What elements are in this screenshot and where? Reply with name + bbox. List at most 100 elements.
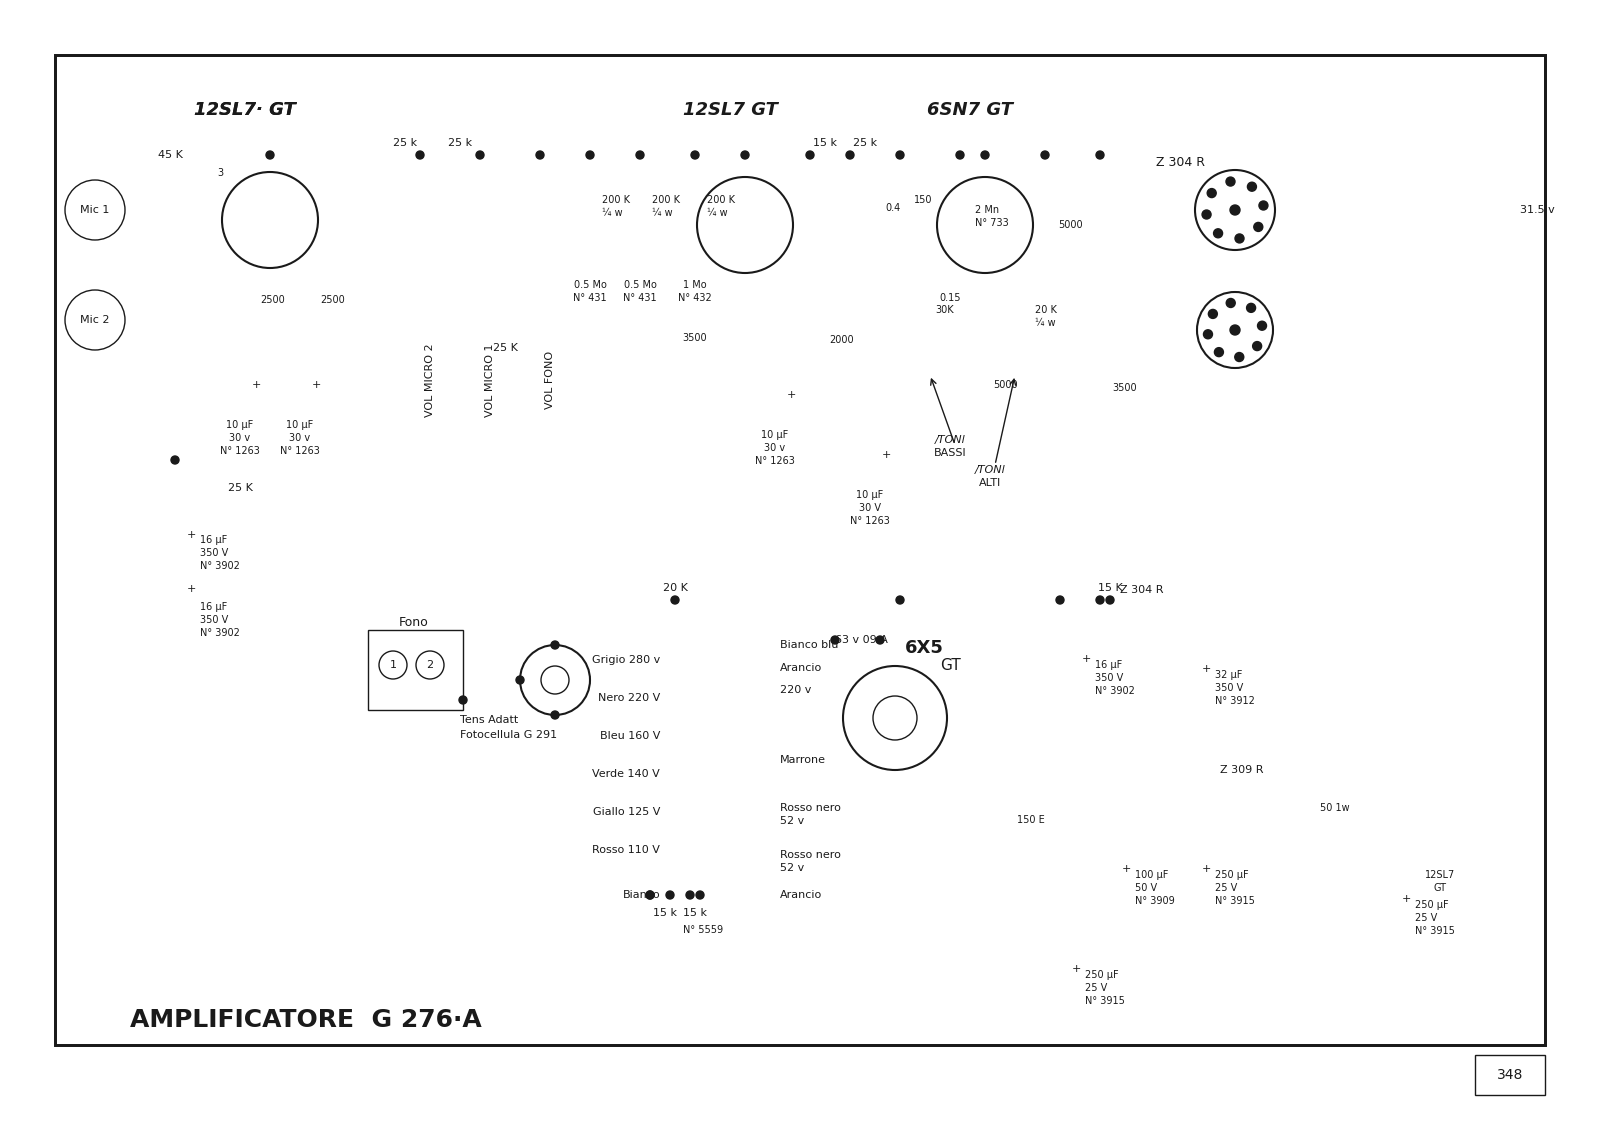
Text: ¼ w: ¼ w <box>653 208 672 218</box>
Text: 12SL7· GT: 12SL7· GT <box>194 101 296 119</box>
Text: BASSl: BASSl <box>934 448 966 458</box>
Text: 350 V: 350 V <box>200 615 229 625</box>
Text: Arancio: Arancio <box>781 890 822 900</box>
Text: N° 1263: N° 1263 <box>755 456 795 466</box>
Circle shape <box>646 891 654 899</box>
Text: 10 µF: 10 µF <box>856 490 883 500</box>
Text: 10 µF: 10 µF <box>762 430 789 440</box>
Text: N° 431: N° 431 <box>622 293 658 303</box>
Text: 45 K: 45 K <box>157 150 182 159</box>
Text: 25 V: 25 V <box>1414 913 1437 923</box>
Circle shape <box>1246 303 1256 312</box>
Circle shape <box>1042 152 1050 159</box>
Text: Grigio 280 v: Grigio 280 v <box>592 655 661 665</box>
Text: +: + <box>1122 864 1131 874</box>
Text: 1: 1 <box>389 661 397 670</box>
Circle shape <box>1213 228 1222 238</box>
Text: 3500: 3500 <box>683 333 707 343</box>
Text: +: + <box>1202 864 1211 874</box>
Text: 16 µF: 16 µF <box>200 602 227 612</box>
Text: 200 K: 200 K <box>653 195 680 205</box>
Text: N° 1263: N° 1263 <box>280 446 320 456</box>
Circle shape <box>536 152 544 159</box>
Circle shape <box>877 636 883 644</box>
Text: 30 v: 30 v <box>290 433 310 443</box>
Circle shape <box>646 891 654 899</box>
Text: Tens Adatt: Tens Adatt <box>461 715 518 725</box>
Text: Rosso nero: Rosso nero <box>781 803 842 813</box>
Text: 2000: 2000 <box>829 335 854 345</box>
Circle shape <box>1230 325 1240 335</box>
Text: N° 3909: N° 3909 <box>1134 896 1174 906</box>
Text: N° 3902: N° 3902 <box>200 561 240 571</box>
Text: 6SN7 GT: 6SN7 GT <box>926 101 1013 119</box>
Text: ¼ w: ¼ w <box>707 208 728 218</box>
Text: 1 Mo: 1 Mo <box>683 280 707 290</box>
Text: Rosso 110 V: Rosso 110 V <box>592 845 661 855</box>
Text: N° 3912: N° 3912 <box>1214 696 1254 706</box>
Text: ALTl: ALTl <box>979 478 1002 487</box>
Text: 15 k: 15 k <box>653 908 677 918</box>
Text: Nero 220 V: Nero 220 V <box>598 693 661 703</box>
Text: 6X5: 6X5 <box>906 639 944 657</box>
Text: AMPLIFICATORE  G 276·A: AMPLIFICATORE G 276·A <box>130 1008 482 1031</box>
Text: N° 5559: N° 5559 <box>683 925 723 935</box>
Circle shape <box>1202 210 1211 219</box>
Text: 50 1w: 50 1w <box>1320 803 1350 813</box>
Circle shape <box>416 152 424 159</box>
Text: 12SL7· GT: 12SL7· GT <box>194 101 296 119</box>
Text: +: + <box>187 529 197 539</box>
Text: 15 K: 15 K <box>1098 582 1122 593</box>
Text: 10 µF: 10 µF <box>286 420 314 430</box>
Text: 250 µF: 250 µF <box>1414 900 1448 910</box>
Text: N° 3915: N° 3915 <box>1085 996 1125 1005</box>
Text: N° 3902: N° 3902 <box>200 628 240 638</box>
Text: 25 K: 25 K <box>227 483 253 493</box>
Circle shape <box>459 696 467 703</box>
Circle shape <box>691 152 699 159</box>
Text: 63 v 09 A: 63 v 09 A <box>835 634 888 645</box>
Text: 5000: 5000 <box>992 380 1018 390</box>
Circle shape <box>1096 152 1104 159</box>
Circle shape <box>741 152 749 159</box>
Text: 3: 3 <box>218 169 222 178</box>
Text: Z 304 R: Z 304 R <box>1120 585 1163 595</box>
Text: Bleu 160 V: Bleu 160 V <box>600 731 661 741</box>
Text: 350 V: 350 V <box>1214 683 1243 693</box>
Text: 16 µF: 16 µF <box>200 535 227 545</box>
Circle shape <box>1056 596 1064 604</box>
Circle shape <box>586 152 594 159</box>
Circle shape <box>637 152 643 159</box>
Circle shape <box>550 711 558 719</box>
Text: +: + <box>787 389 797 399</box>
Circle shape <box>696 891 704 899</box>
Circle shape <box>1258 321 1267 330</box>
Circle shape <box>550 641 558 649</box>
Text: N° 432: N° 432 <box>678 293 712 303</box>
Text: /TONl: /TONl <box>934 435 965 444</box>
Text: 31.5 v: 31.5 v <box>1520 205 1555 215</box>
Text: Giallo 125 V: Giallo 125 V <box>592 808 661 817</box>
Text: 3500: 3500 <box>1112 383 1138 392</box>
Text: 15 k: 15 k <box>683 908 707 918</box>
Text: Z 309 R: Z 309 R <box>1221 765 1264 775</box>
Circle shape <box>515 676 525 684</box>
Text: 16 µF: 16 µF <box>1094 661 1122 670</box>
Circle shape <box>666 891 674 899</box>
Text: 52 v: 52 v <box>781 815 805 826</box>
Bar <box>54 55 1546 1045</box>
Text: VOL FONO: VOL FONO <box>546 351 555 409</box>
Bar <box>368 630 462 710</box>
Circle shape <box>1106 596 1114 604</box>
Text: +: + <box>187 585 197 595</box>
Circle shape <box>1203 330 1213 339</box>
Text: 2 Mn: 2 Mn <box>974 205 998 215</box>
Text: Marrone: Marrone <box>781 756 826 765</box>
Text: VOL MICRO 2: VOL MICRO 2 <box>426 343 435 417</box>
Circle shape <box>1235 353 1243 362</box>
Text: 10 µF: 10 µF <box>226 420 254 430</box>
Text: Mic 1: Mic 1 <box>80 205 110 215</box>
Text: 0.4: 0.4 <box>885 202 901 213</box>
Text: N° 733: N° 733 <box>974 218 1008 228</box>
Circle shape <box>266 152 274 159</box>
